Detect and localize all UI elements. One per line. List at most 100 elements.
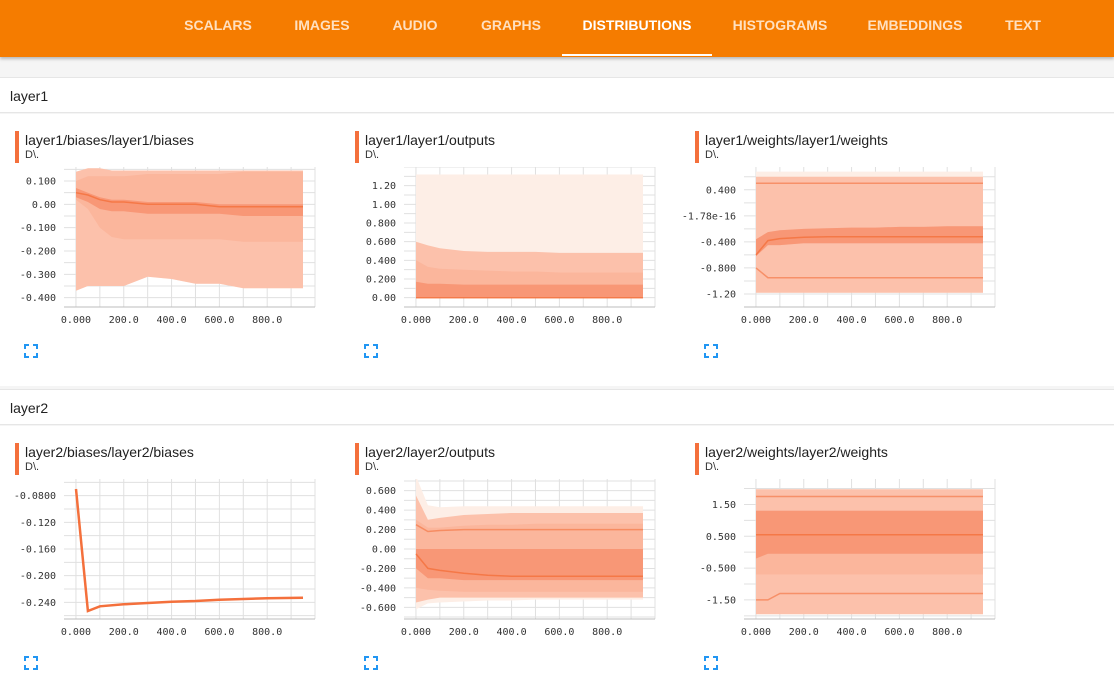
x-tick-label: 800.0 bbox=[592, 315, 622, 326]
fullscreen-icon[interactable] bbox=[364, 656, 378, 670]
y-tick-label: 1.20 bbox=[372, 181, 396, 192]
y-tick-label: -1.20 bbox=[706, 289, 736, 300]
y-tick-label: -0.160 bbox=[20, 545, 56, 556]
x-tick-label: 800.0 bbox=[252, 627, 282, 638]
tab-graphs[interactable]: GRAPHS bbox=[472, 0, 550, 57]
section-header-layer2[interactable]: layer2 bbox=[0, 389, 1114, 425]
y-tick-label: 0.500 bbox=[706, 532, 736, 543]
card-accent-bar bbox=[695, 443, 699, 475]
card-subtitle: D\. bbox=[365, 461, 380, 473]
tab-label: AUDIO bbox=[392, 17, 438, 33]
section-body-layer1: layer1/biases/layer1/biases D\. 0.100 0.0… bbox=[0, 114, 1114, 386]
x-tick-label: 600.0 bbox=[204, 315, 234, 326]
x-tick-label: 400.0 bbox=[837, 627, 867, 638]
fullscreen-icon[interactable] bbox=[704, 656, 718, 670]
x-tick-label: 400.0 bbox=[497, 315, 527, 326]
card-accent-bar bbox=[695, 131, 699, 163]
card-accent-bar bbox=[355, 131, 359, 163]
y-tick-label: 0.200 bbox=[366, 275, 396, 286]
tab-audio[interactable]: AUDIO bbox=[384, 0, 446, 57]
y-tick-label: -0.200 bbox=[20, 247, 56, 258]
tab-histograms[interactable]: HISTOGRAMS bbox=[724, 0, 836, 57]
x-tick-label: 0.000 bbox=[741, 315, 771, 326]
y-tick-label: 0.00 bbox=[372, 545, 396, 556]
y-tick-label: 0.600 bbox=[366, 237, 396, 248]
percentile-line bbox=[415, 524, 643, 533]
y-tick-label: -1.78e-16 bbox=[682, 211, 736, 222]
tab-embeddings[interactable]: EMBEDDINGS bbox=[860, 0, 970, 57]
x-tick-label: 200.0 bbox=[109, 315, 139, 326]
tab-label: SCALARS bbox=[184, 17, 252, 33]
fullscreen-icon[interactable] bbox=[24, 656, 38, 670]
distribution-band bbox=[416, 549, 643, 581]
chart-card: layer2/weights/layer2/weights D\. 1.50 0.… bbox=[680, 443, 1000, 683]
y-tick-label: -0.600 bbox=[360, 603, 396, 614]
x-tick-label: 0.000 bbox=[401, 315, 431, 326]
median-line bbox=[75, 191, 303, 208]
chart-card: layer2/layer2/outputs D\. 0.600 0.400 0.20… bbox=[340, 443, 660, 683]
y-tick-label: -0.120 bbox=[20, 518, 56, 529]
median-line bbox=[415, 553, 643, 577]
section-title: layer2 bbox=[10, 400, 49, 416]
card-accent-bar bbox=[15, 443, 19, 475]
active-tab-indicator bbox=[562, 54, 712, 56]
tab-text[interactable]: TEXT bbox=[996, 0, 1050, 57]
tab-label: EMBEDDINGS bbox=[867, 17, 963, 33]
section-header-layer1[interactable]: layer1 bbox=[0, 77, 1114, 113]
x-tick-label: 200.0 bbox=[109, 627, 139, 638]
y-tick-label: 0.400 bbox=[706, 185, 736, 196]
card-title: layer2/biases/layer2/biases bbox=[25, 444, 194, 460]
distribution-band bbox=[416, 281, 643, 298]
distribution-chart: 0.400 -1.78e-16 -0.400 -0.800 -1.20 0.000 200.… bbox=[682, 167, 996, 326]
tab-distributions[interactable]: DISTRIBUTIONS bbox=[562, 0, 712, 57]
card-subtitle: D\. bbox=[25, 149, 40, 161]
y-tick-label: 0.600 bbox=[366, 486, 396, 497]
distribution-band bbox=[76, 188, 303, 216]
tab-label: DISTRIBUTIONS bbox=[582, 17, 692, 33]
median-line bbox=[74, 488, 304, 613]
y-tick-label: -0.300 bbox=[20, 270, 56, 281]
distribution-chart: 1.50 0.500 -0.500 -1.50 0.000 200.0 400.0 600.0… bbox=[700, 479, 996, 638]
y-tick-label: 1.50 bbox=[712, 500, 736, 511]
percentile-line bbox=[756, 592, 983, 601]
x-tick-label: 200.0 bbox=[449, 315, 479, 326]
x-tick-label: 600.0 bbox=[544, 627, 574, 638]
y-tick-label: 0.400 bbox=[366, 506, 396, 517]
card-title: layer1/layer1/outputs bbox=[365, 132, 495, 148]
y-tick-label: 0.00 bbox=[372, 293, 396, 304]
card-subtitle: D\. bbox=[705, 461, 720, 473]
distribution-band bbox=[756, 226, 983, 257]
distribution-chart: 0.600 0.400 0.200 0.00 -0.200 -0.400 -0.600 0.0… bbox=[360, 479, 656, 638]
card-title: layer1/biases/layer1/biases bbox=[25, 132, 194, 148]
chart-card: layer1/layer1/outputs D\. 1.20 1.00 0.800 0… bbox=[340, 131, 660, 371]
x-tick-label: 400.0 bbox=[157, 627, 187, 638]
section-body-layer2: layer2/biases/layer2/biases D\. -0.0800-… bbox=[0, 426, 1114, 689]
y-tick-label: -0.500 bbox=[700, 564, 736, 575]
chart-card: layer1/weights/layer1/weights D\. 0.400 -… bbox=[680, 131, 1000, 371]
chart-card: layer1/biases/layer1/biases D\. 0.100 0.0… bbox=[0, 131, 320, 371]
y-tick-label: 0.800 bbox=[366, 219, 396, 230]
x-tick-label: 0.000 bbox=[741, 627, 771, 638]
median-line bbox=[755, 235, 983, 256]
y-tick-label: -0.400 bbox=[700, 237, 736, 248]
x-tick-label: 400.0 bbox=[837, 315, 867, 326]
fullscreen-icon[interactable] bbox=[364, 344, 378, 358]
y-tick-label: -0.200 bbox=[20, 571, 56, 582]
x-tick-label: 200.0 bbox=[789, 627, 819, 638]
x-tick-label: 600.0 bbox=[884, 627, 914, 638]
y-tick-label: -0.400 bbox=[360, 583, 396, 594]
card-subtitle: D\. bbox=[365, 149, 380, 161]
tab-label: HISTOGRAMS bbox=[732, 17, 828, 33]
x-tick-label: 800.0 bbox=[932, 315, 962, 326]
x-tick-label: 0.000 bbox=[61, 627, 91, 638]
y-tick-label: -0.400 bbox=[20, 293, 56, 304]
x-tick-label: 0.000 bbox=[401, 627, 431, 638]
tab-scalars[interactable]: SCALARS bbox=[176, 0, 260, 57]
tab-images[interactable]: IMAGES bbox=[285, 0, 359, 57]
fullscreen-icon[interactable] bbox=[24, 344, 38, 358]
card-subtitle: D\. bbox=[25, 461, 40, 473]
top-nav-bar: SCALARS IMAGES AUDIO GRAPHS DISTRIBUTION… bbox=[0, 0, 1114, 57]
distribution-chart: 0.100 0.00 -0.100 -0.200 -0.300 -0.400 0.000 20… bbox=[20, 167, 316, 326]
x-tick-label: 200.0 bbox=[789, 315, 819, 326]
fullscreen-icon[interactable] bbox=[704, 344, 718, 358]
